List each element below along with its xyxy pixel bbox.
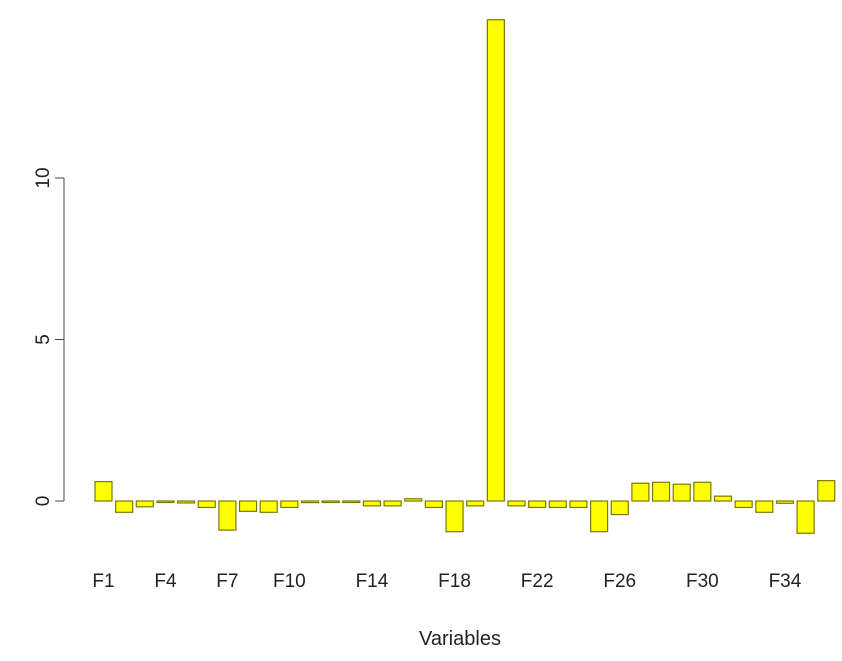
x-tick-label: F1: [92, 571, 114, 592]
x-tick-label: F30: [686, 571, 719, 592]
bar-F23: [548, 500, 567, 509]
bar-F16: [404, 498, 423, 502]
bar-F36: [817, 480, 836, 502]
y-axis: 0 5 10: [33, 167, 65, 507]
x-tick-label: F26: [603, 571, 636, 592]
y-tick-label: 5: [33, 334, 54, 345]
x-tick-label: F14: [356, 571, 389, 592]
bar-F18: [445, 500, 464, 533]
bar-F29: [672, 483, 691, 502]
bar-F17: [424, 500, 443, 509]
bar-F14: [362, 500, 382, 507]
bar-F30: [693, 481, 712, 502]
bar-F9: [259, 500, 278, 513]
x-tick-label: F18: [438, 571, 471, 592]
bar-F7: [218, 500, 237, 531]
bar-F27: [631, 482, 650, 502]
bar-F22: [528, 500, 547, 509]
bar-F5: [177, 500, 196, 504]
bar-F19: [466, 500, 485, 507]
bar-F28: [651, 481, 671, 502]
bar-F2: [115, 500, 134, 513]
bar-F24: [569, 500, 588, 509]
x-axis-title: Variables: [419, 628, 501, 650]
bar-F3: [135, 500, 154, 508]
bar-F35: [796, 500, 815, 534]
bar-F20: [486, 19, 505, 502]
bar-F13: [342, 500, 361, 504]
bars-group: [94, 19, 836, 534]
bar-F12: [321, 500, 340, 504]
bar-F10: [280, 500, 299, 509]
x-axis-labels: F1 F4 F7 F10 F14 F18 F22 F26 F30 F34: [92, 571, 801, 592]
y-tick-label: 0: [33, 496, 54, 507]
bar-F33: [755, 500, 774, 513]
bar-F21: [507, 500, 526, 507]
bar-F32: [734, 500, 753, 509]
y-tick-label: 10: [33, 167, 54, 188]
bar-F4: [156, 500, 175, 504]
bar-F15: [383, 500, 402, 507]
bar-F34: [775, 500, 795, 504]
x-tick-label: F4: [154, 571, 177, 592]
bar-F8: [238, 500, 258, 512]
x-tick-label: F22: [521, 571, 554, 592]
bar-F26: [610, 500, 629, 516]
x-tick-label: F7: [216, 571, 238, 592]
x-tick-label: F10: [273, 571, 306, 592]
bar-F11: [300, 500, 320, 504]
bar-F1: [94, 481, 113, 502]
bar-F25: [589, 500, 609, 533]
x-tick-label: F34: [769, 571, 802, 592]
bar-F31: [713, 495, 733, 502]
bar-F6: [197, 500, 216, 509]
